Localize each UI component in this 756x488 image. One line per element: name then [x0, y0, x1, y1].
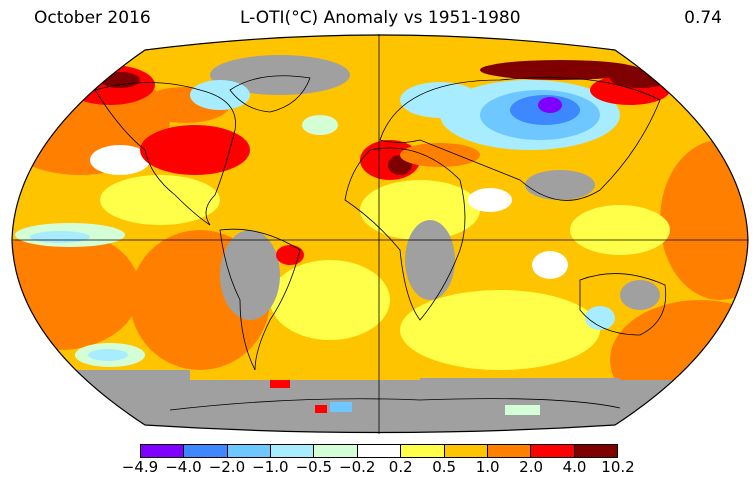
color-scale-tick-label: −1.0	[252, 458, 289, 476]
color-scale-tick-label: 10.2	[601, 458, 635, 476]
color-scale-tick-label: 2.0	[519, 458, 544, 476]
color-scale-bar	[140, 444, 618, 458]
color-swatch	[444, 445, 488, 457]
color-swatch	[357, 445, 402, 457]
color-swatch	[487, 445, 532, 457]
color-scale-tick-label: 0.5	[432, 458, 457, 476]
color-scale-tick-label: −0.2	[339, 458, 376, 476]
anomaly-map	[11, 34, 749, 434]
period-label: October 2016	[34, 8, 151, 28]
color-swatch	[271, 445, 315, 457]
color-swatch	[227, 445, 272, 457]
color-scale-tick-label: −0.5	[295, 458, 333, 476]
color-scale-labels: −4.9 −4.0 −2.0 −1.0 −0.5 −0.2 0.2 0.5 1.0 2.0 4.0 1…	[122, 458, 635, 478]
map-title: L-OTI(°C) Anomaly vs 1951-1980	[240, 8, 521, 28]
color-scale-tick-label: 4.0	[562, 458, 587, 476]
color-scale-tick-label: 0.2	[388, 458, 413, 476]
coastlines	[94, 75, 667, 411]
color-swatch	[184, 445, 228, 457]
global-anomaly-value: 0.74	[684, 8, 722, 28]
color-swatch	[574, 445, 617, 457]
color-scale-tick-label: 1.0	[475, 458, 500, 476]
color-scale-tick-label: −4.0	[165, 458, 202, 476]
color-swatch	[531, 445, 575, 457]
globe-outline	[11, 34, 749, 434]
map-fill	[12, 35, 748, 433]
color-swatch	[314, 445, 358, 457]
color-swatch	[401, 445, 445, 457]
color-swatch	[141, 445, 185, 457]
color-scale-tick-label: −4.9	[121, 458, 159, 476]
color-scale-tick-label: −2.0	[208, 458, 246, 476]
